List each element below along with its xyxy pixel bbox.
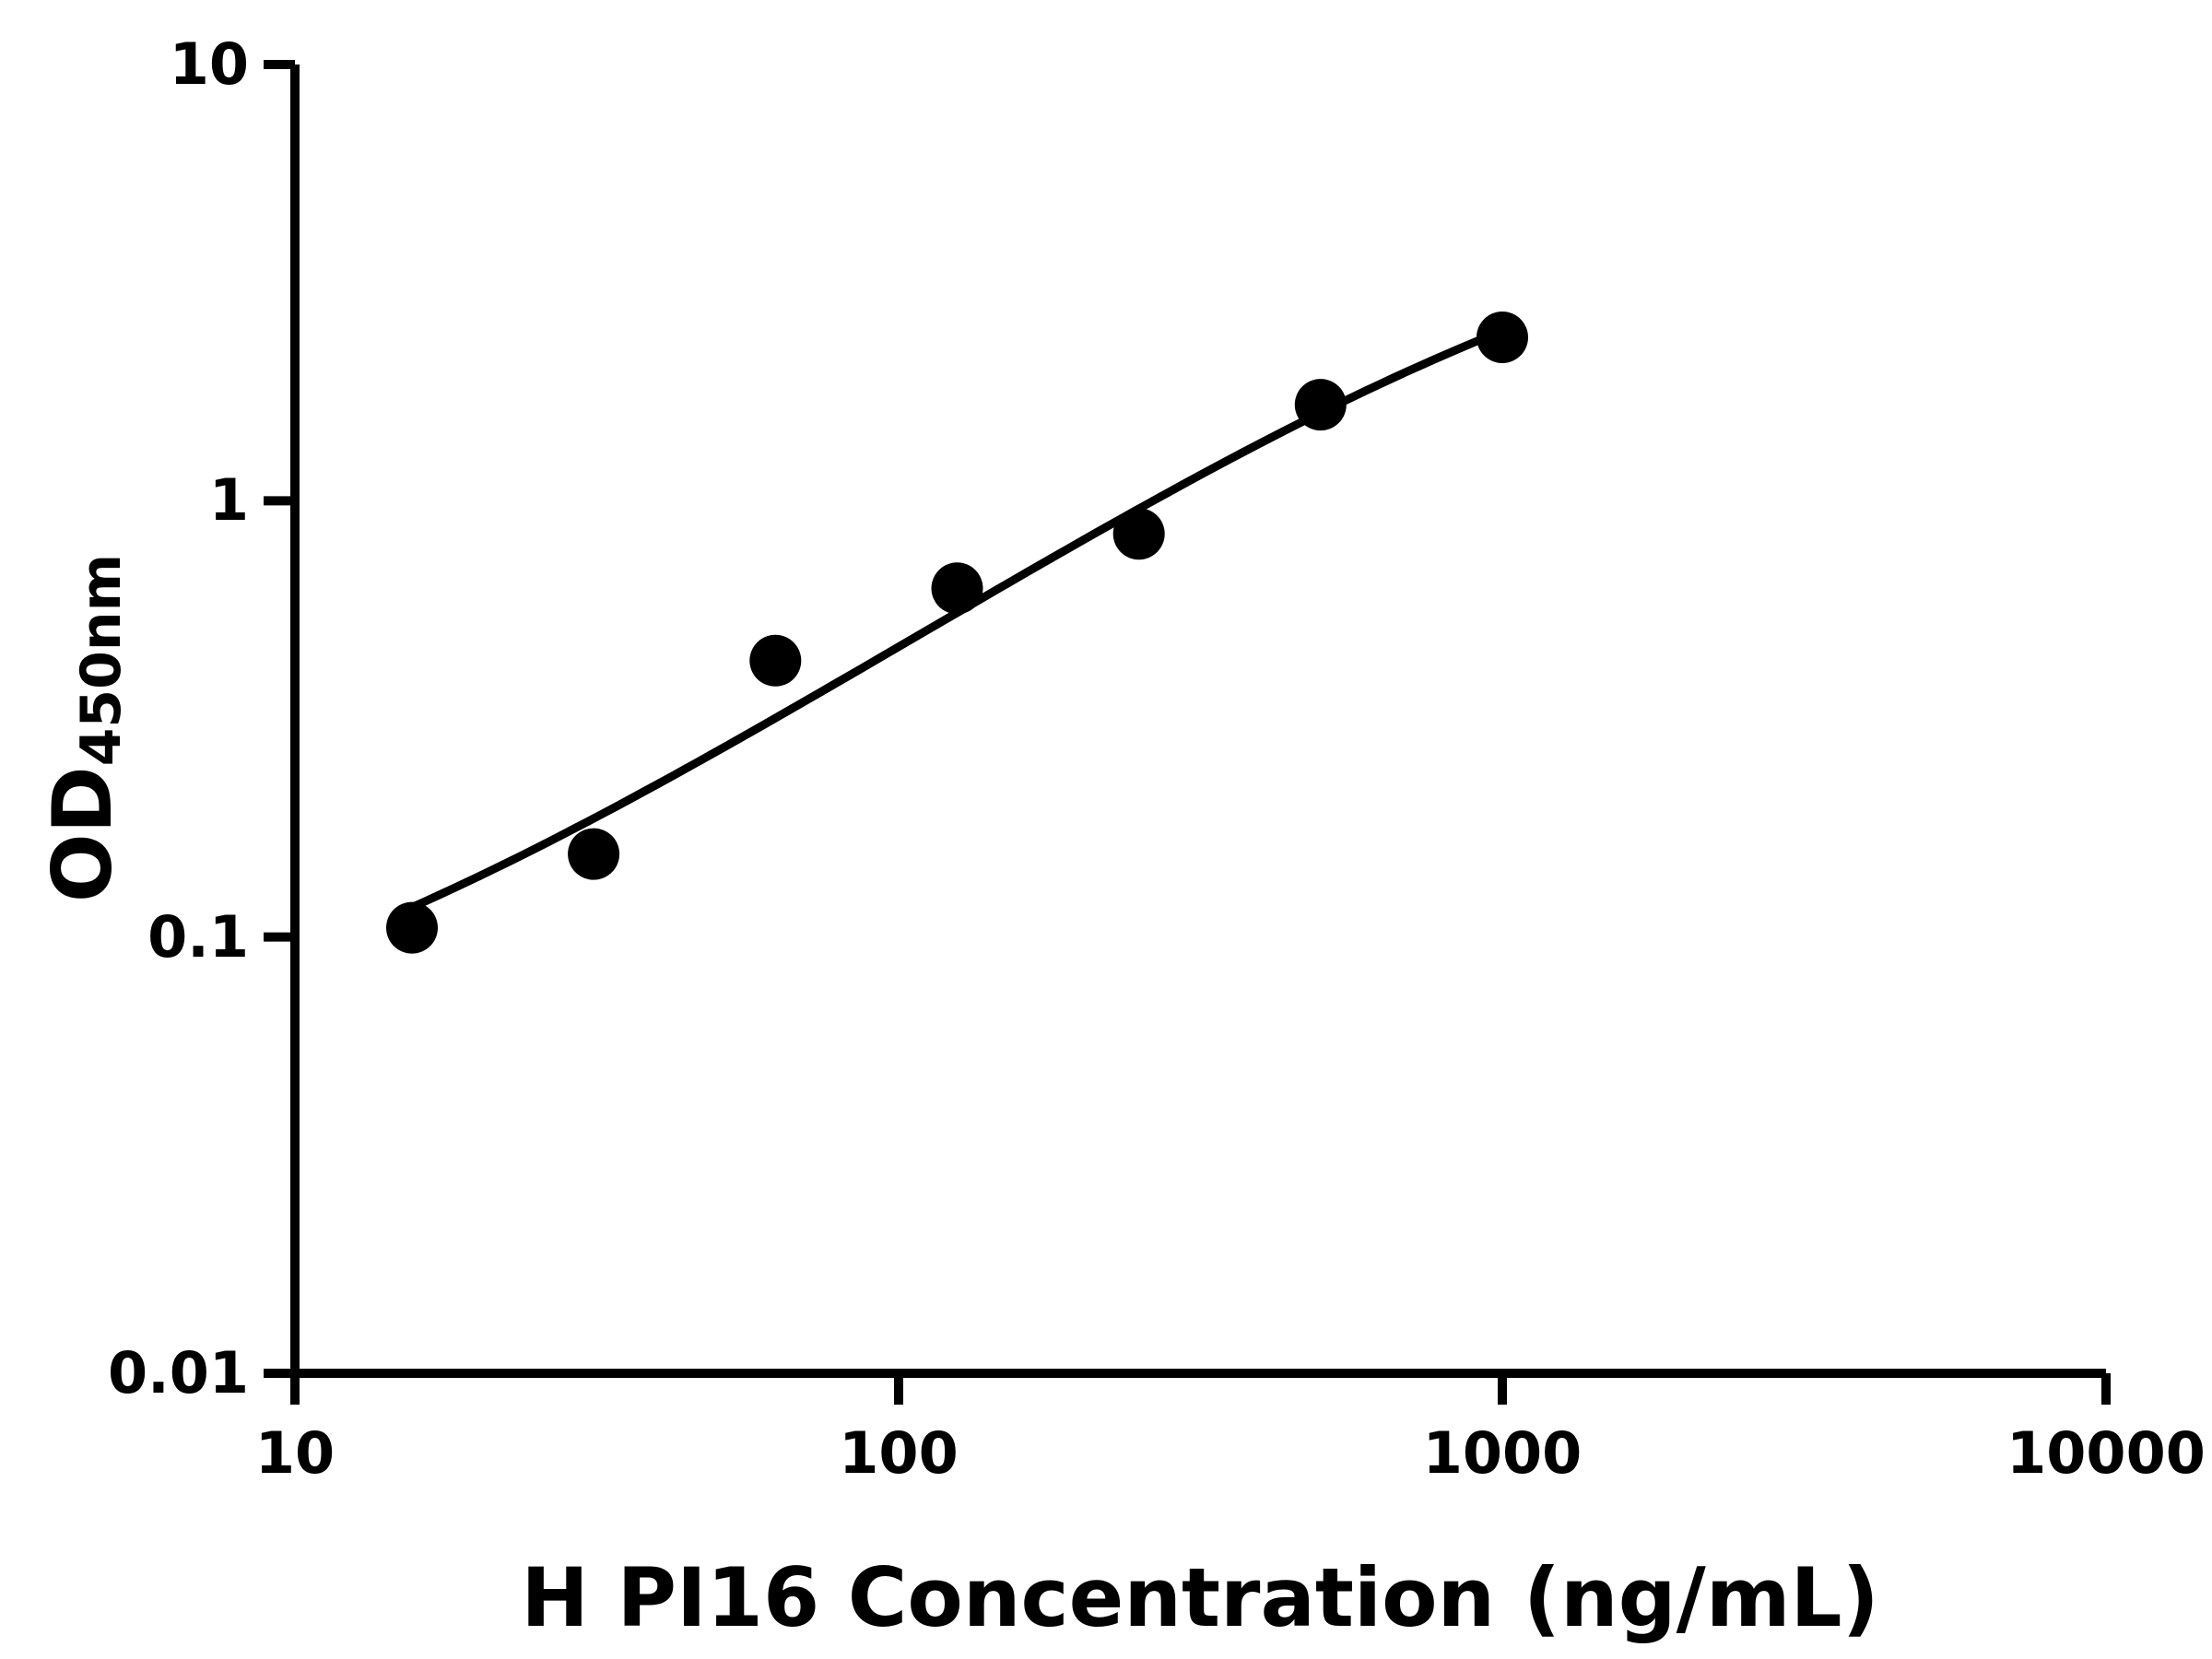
x-tick-label-1000: 1000 bbox=[1422, 1419, 1583, 1487]
y-tick-label-0.1: 0.1 bbox=[147, 902, 249, 971]
data-point bbox=[749, 634, 802, 687]
x-tick-label-100: 100 bbox=[839, 1419, 959, 1487]
y-tick-label-1: 1 bbox=[208, 466, 249, 535]
x-axis-title: H PI16 Concentration (ng/mL) bbox=[521, 1550, 1879, 1645]
y-axis-title-subscript: 450nm bbox=[69, 553, 134, 767]
data-point bbox=[931, 562, 983, 615]
y-tick-label-10: 10 bbox=[169, 30, 249, 98]
data-point bbox=[1112, 508, 1165, 560]
x-tick-label-10: 10 bbox=[254, 1419, 335, 1487]
data-point bbox=[1477, 312, 1528, 363]
data-point bbox=[1294, 379, 1347, 431]
x-tick-label-10000: 10000 bbox=[2006, 1419, 2206, 1487]
y-axis-title: OD450nm bbox=[35, 554, 134, 902]
data-point bbox=[386, 901, 438, 954]
y-tick-label-0.01: 0.01 bbox=[108, 1339, 249, 1406]
data-point bbox=[568, 828, 620, 880]
y-axis-title-main: OD bbox=[35, 766, 130, 903]
